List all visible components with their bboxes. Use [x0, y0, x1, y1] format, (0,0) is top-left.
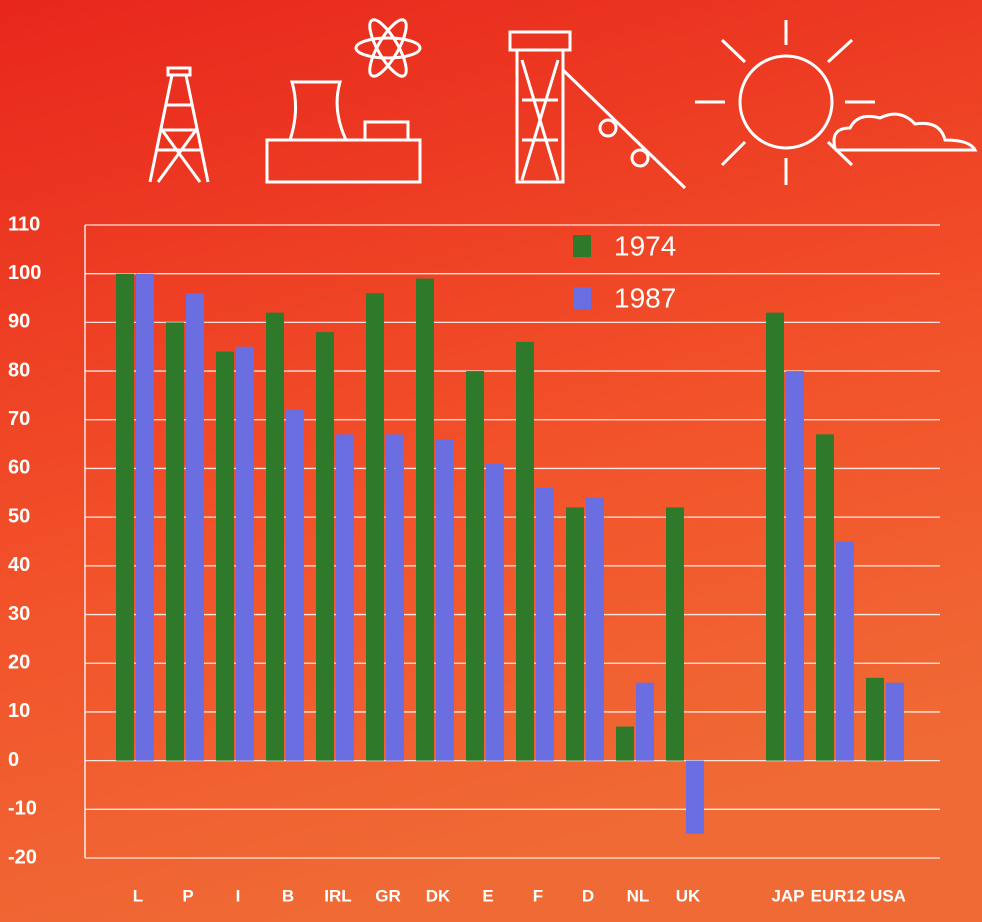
bar [386, 434, 404, 761]
bar [166, 322, 184, 761]
x-tick-label: UK [676, 886, 701, 905]
bar [666, 507, 684, 761]
x-tick-label: NL [627, 886, 650, 905]
y-tick-label: 60 [8, 457, 30, 479]
y-tick-label: 10 [8, 700, 30, 722]
bar [566, 507, 584, 761]
y-tick-label: -10 [8, 798, 37, 820]
x-tick-label: JAP [771, 886, 804, 905]
legend-swatch [573, 287, 591, 309]
bar [116, 273, 134, 761]
x-tick-label: DK [426, 886, 451, 905]
bar [836, 541, 854, 761]
bar [186, 293, 204, 761]
x-tick-label: USA [870, 886, 906, 905]
x-tick-label: B [282, 886, 294, 905]
bar [516, 341, 534, 761]
bar [286, 410, 304, 761]
legend-swatch [573, 235, 591, 257]
bar [866, 677, 884, 761]
y-tick-label: -20 [8, 846, 37, 868]
x-tick-label: F [533, 886, 543, 905]
x-tick-label: I [236, 886, 241, 905]
legend-label: 1987 [614, 282, 676, 313]
bar [236, 346, 254, 761]
bar [786, 371, 804, 761]
y-tick-label: 40 [8, 554, 30, 576]
y-tick-label: 20 [8, 652, 30, 674]
x-tick-label: IRL [324, 886, 351, 905]
y-tick-label: 90 [8, 311, 30, 333]
bar [436, 439, 454, 761]
bar [336, 434, 354, 761]
x-tick-label: GR [375, 886, 401, 905]
bar [686, 760, 704, 834]
bar [886, 682, 904, 761]
bar [816, 434, 834, 761]
y-tick-label: 110 [8, 213, 40, 235]
bar [266, 312, 284, 761]
x-tick-label: EUR12 [811, 886, 866, 905]
x-tick-label: E [482, 886, 493, 905]
bar [536, 487, 554, 761]
bar [366, 293, 384, 761]
bar [416, 278, 434, 761]
bar [136, 273, 154, 761]
bar [586, 497, 604, 761]
bar [216, 351, 234, 761]
y-tick-label: 100 [8, 262, 41, 284]
bar [616, 726, 634, 761]
bar [486, 463, 504, 761]
legend-label: 1974 [614, 230, 676, 261]
x-tick-label: L [133, 886, 143, 905]
bar [466, 371, 484, 761]
y-tick-label: 70 [8, 408, 30, 430]
x-tick-label: P [182, 886, 193, 905]
y-tick-label: 0 [8, 749, 19, 771]
bar [766, 312, 784, 761]
bar [316, 332, 334, 761]
energy-icons [148, 18, 978, 190]
y-tick-label: 80 [8, 359, 30, 381]
bar [636, 682, 654, 761]
x-tick-label: D [582, 886, 594, 905]
y-tick-label: 30 [8, 603, 30, 625]
y-tick-label: 50 [8, 505, 30, 527]
